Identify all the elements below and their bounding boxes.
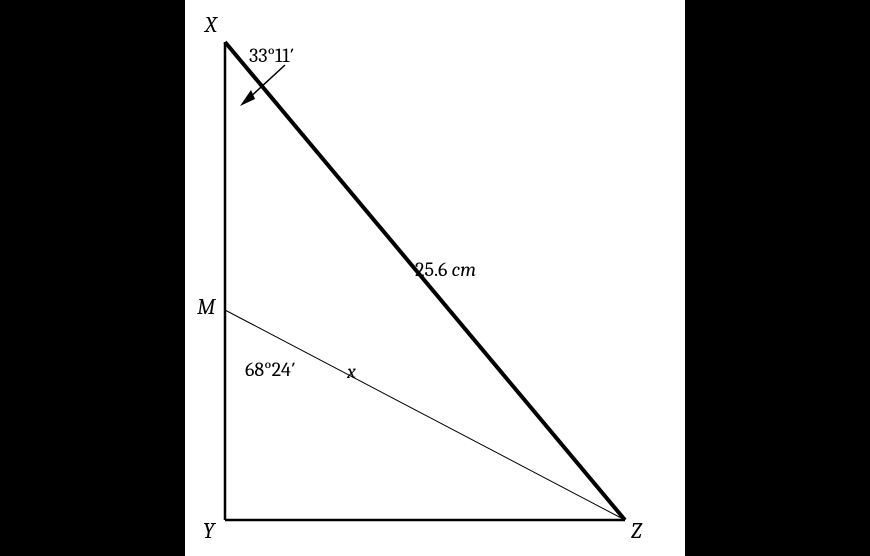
angle-x-arrow-head <box>240 90 255 106</box>
angle-x-min: 11 <box>275 44 289 67</box>
vertex-label-y: Y <box>203 518 215 544</box>
angle-m-deg: 68 <box>245 358 264 381</box>
vertex-label-m: M <box>197 294 215 320</box>
angle-x-label: 33°11′ <box>249 44 294 67</box>
angle-m-min: 24 <box>272 358 291 381</box>
edge-mz <box>225 310 625 520</box>
diagram-panel: X Y Z M 33°11′ 25.6cm x 68°24′ <box>185 0 685 556</box>
side-xz-value: 25.6 <box>415 258 447 281</box>
angle-m-label: 68°24′ <box>245 358 296 381</box>
vertex-label-z: Z <box>631 518 642 544</box>
angle-x-deg: 33 <box>249 44 267 67</box>
side-xz-unit: cm <box>451 258 476 281</box>
side-xz-label: 25.6cm <box>415 258 476 281</box>
edge-xz <box>225 42 625 520</box>
vertex-label-x: X <box>205 12 217 38</box>
side-mz-var: x <box>347 360 356 383</box>
